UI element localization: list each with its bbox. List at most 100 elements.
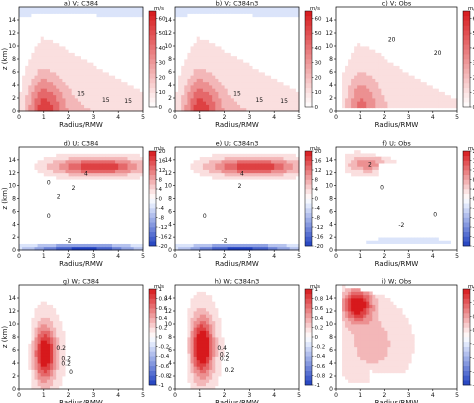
heatmap-cell (93, 13, 97, 18)
heatmap-cell (196, 55, 201, 60)
heatmap-cell (133, 13, 138, 18)
heatmap-cell (429, 62, 434, 66)
heatmap-cell (435, 55, 440, 60)
heatmap-cell (37, 59, 42, 63)
heatmap-cell (393, 26, 397, 31)
heatmap-cell (390, 104, 394, 109)
heatmap-cell (108, 16, 113, 21)
heatmap-cell (408, 33, 413, 37)
heatmap-cell (56, 204, 60, 209)
x-tick-label: 4 (431, 114, 435, 121)
heatmap-cell (283, 7, 287, 11)
heatmap-cell (31, 166, 35, 170)
heatmap-cell (90, 101, 94, 105)
heatmap-cell (118, 227, 122, 232)
heatmap-cell (59, 163, 63, 167)
heatmap-cell (136, 91, 141, 96)
heatmap-cell (366, 20, 370, 24)
heatmap-cell (280, 59, 284, 63)
heatmap-cell (357, 52, 361, 57)
heatmap-cell (28, 20, 32, 24)
heatmap-cell (77, 217, 82, 222)
heatmap-cell (243, 68, 247, 73)
heatmap-cell (115, 169, 119, 174)
heatmap-cell (102, 29, 107, 34)
heatmap-cell (71, 65, 76, 70)
heatmap-cell (84, 23, 88, 27)
heatmap-cell (71, 224, 76, 228)
heatmap-cell (22, 33, 26, 37)
heatmap-cell (130, 195, 135, 199)
heatmap-cell (77, 7, 82, 11)
heatmap-cell (50, 88, 54, 92)
heatmap-cell (206, 78, 210, 83)
heatmap-cell (435, 72, 440, 76)
heatmap-cell (393, 23, 397, 27)
heatmap-cell (28, 195, 32, 199)
heatmap-cell (381, 65, 385, 70)
heatmap-cell (87, 10, 91, 14)
heatmap-cell (96, 195, 100, 199)
heatmap-cell (193, 98, 198, 102)
heatmap-cell (366, 62, 370, 66)
heatmap-cell (206, 20, 210, 24)
heatmap-cell (56, 156, 60, 161)
heatmap-cell (432, 104, 437, 109)
heatmap-cell (105, 227, 110, 232)
heatmap-cell (62, 195, 66, 199)
heatmap-cell (105, 65, 110, 70)
heatmap-cell (43, 101, 48, 105)
heatmap-cell (84, 59, 88, 63)
heatmap-cell (252, 65, 256, 70)
heatmap-cell (258, 52, 263, 57)
y-tick-label: 8 (329, 56, 333, 63)
heatmap-cell (181, 94, 185, 99)
heatmap-cell (261, 68, 266, 73)
heatmap-cell (87, 81, 91, 86)
heatmap-cell (363, 98, 367, 102)
heatmap-cell (354, 72, 358, 76)
heatmap-cell (115, 65, 119, 70)
heatmap-cell (25, 201, 29, 206)
heatmap-cell (71, 107, 76, 112)
heatmap-cell (19, 185, 23, 190)
heatmap-cell (43, 98, 48, 102)
heatmap-cell (175, 55, 179, 60)
heatmap-cell (286, 107, 291, 112)
heatmap-cell (93, 52, 97, 57)
heatmap-cell (37, 169, 42, 174)
heatmap-cell (342, 65, 346, 70)
heatmap-cell (93, 10, 97, 14)
heatmap-cell (414, 33, 419, 37)
heatmap-cell (112, 163, 116, 167)
heatmap-cell (118, 46, 122, 50)
heatmap-cell (108, 208, 113, 212)
heatmap-cell (90, 16, 94, 21)
heatmap-cell (178, 78, 182, 83)
heatmap-cell (354, 85, 358, 89)
heatmap-cell (93, 72, 97, 76)
heatmap-cell (50, 68, 54, 73)
heatmap-cell (283, 13, 287, 18)
heatmap-cell (246, 20, 250, 24)
heatmap-cell (127, 26, 131, 31)
heatmap-cell (34, 72, 38, 76)
heatmap-cell (121, 26, 125, 31)
heatmap-cell (196, 98, 201, 102)
heatmap-cell (56, 201, 60, 206)
heatmap-cell (224, 49, 229, 53)
heatmap-cell (50, 172, 54, 177)
heatmap-cell (280, 85, 284, 89)
heatmap-cell (178, 10, 182, 14)
heatmap-cell (56, 72, 60, 76)
heatmap-cell (432, 55, 437, 60)
heatmap-cell (212, 29, 216, 34)
heatmap-cell (193, 23, 198, 27)
heatmap-cell (286, 20, 291, 24)
heatmap-cell (136, 39, 141, 44)
heatmap-cell (118, 7, 122, 11)
heatmap-cell (99, 16, 104, 21)
colorbar-segment (149, 30, 156, 36)
heatmap-cell (19, 150, 23, 154)
heatmap-cell (84, 221, 88, 225)
